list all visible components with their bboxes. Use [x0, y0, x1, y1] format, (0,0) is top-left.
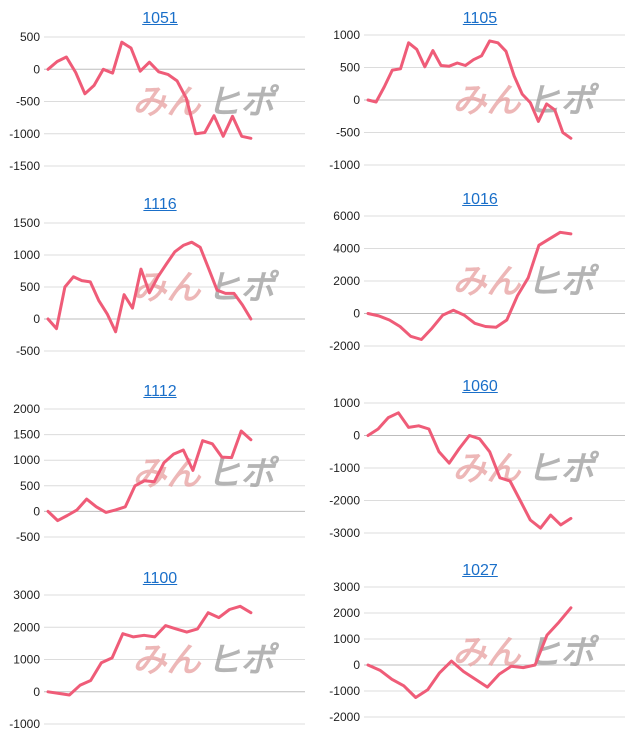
y-tick-label: 0	[353, 658, 360, 672]
y-tick-label: 1000	[333, 28, 360, 42]
watermark-part1: みん	[453, 262, 522, 302]
watermark-part2: ヒポ	[207, 641, 280, 681]
y-tick-label: -500	[336, 126, 360, 140]
chart-panel-6: 1060 1000 0 -1000 -2000 -3000 みん ヒポ	[320, 375, 640, 557]
y-tick-label: 3000	[333, 580, 360, 594]
y-tick-label: 0	[33, 685, 40, 699]
chart-title-link[interactable]: 1116	[143, 196, 177, 213]
y-tick-label: -500	[16, 530, 40, 544]
series-line	[366, 411, 573, 530]
y-tick-label: 0	[33, 504, 40, 518]
y-tick-label: 0	[353, 307, 360, 321]
watermark-part1: みん	[453, 81, 522, 121]
watermark-part2: ヒポ	[207, 268, 280, 308]
y-tick-label: 2000	[333, 606, 360, 620]
y-tick-label: 0	[33, 62, 40, 76]
chart-title-link[interactable]: 1027	[462, 562, 498, 579]
watermark-part2: ヒポ	[527, 633, 600, 673]
y-tick-label: -1000	[329, 461, 360, 475]
y-tick-label: 3000	[13, 588, 40, 602]
y-tick-label: -2000	[329, 710, 360, 724]
y-tick-label: -1000	[9, 127, 40, 141]
y-tick-label: -2000	[329, 339, 360, 353]
series-line	[366, 606, 573, 699]
y-tick-label: 500	[20, 479, 40, 493]
chart-panel-1: 1051 500 0 -500 -1000 -1500 みん ヒポ	[0, 0, 320, 182]
chart-panel-4: 1016 6000 4000 2000 0 -2000 みん ヒポ	[320, 188, 640, 370]
y-tick-label: 0	[33, 312, 40, 326]
chart-title-link[interactable]: 1060	[462, 378, 498, 395]
series-line	[46, 429, 253, 523]
y-tick-label: 1000	[333, 632, 360, 646]
y-tick-label: 2000	[13, 402, 40, 416]
series-line	[46, 40, 253, 140]
y-tick-label: 1000	[13, 248, 40, 262]
watermark-part2: ヒポ	[527, 449, 600, 489]
chart-title-link[interactable]: 1112	[143, 383, 177, 400]
watermark-part2: ヒポ	[527, 262, 600, 302]
chart-svg: 3000 2000 1000 0 -1000 みん ヒポ	[9, 588, 305, 731]
y-tick-label: 1000	[13, 653, 40, 667]
series-line	[46, 240, 253, 334]
y-tick-label: 2000	[333, 274, 360, 288]
y-tick-label: -500	[16, 344, 40, 358]
series-line	[366, 39, 573, 140]
chart-panel-2: 1105 1000 500 0 -500 -1000 みん ヒポ	[320, 0, 640, 182]
watermark-part1: みん	[133, 641, 202, 681]
chart-panel-7: 1100 3000 2000 1000 0 -1000 みん ヒポ	[0, 562, 320, 744]
y-tick-label: -2000	[329, 494, 360, 508]
chart-svg: 1000 500 0 -500 -1000 みん ヒポ	[329, 28, 625, 172]
y-tick-label: 2000	[13, 620, 40, 634]
chart-title-link[interactable]: 1100	[142, 570, 178, 587]
chart-panel-8: 1027 3000 2000 1000 0 -1000 -2000 みん ヒポ	[320, 562, 640, 744]
y-tick-label: 1500	[13, 428, 40, 442]
y-tick-label: 1500	[13, 216, 40, 230]
chart-title-link[interactable]: 1051	[142, 10, 178, 27]
y-tick-label: -1000	[329, 684, 360, 698]
chart-title-link[interactable]: 1105	[462, 10, 498, 27]
y-tick-label: 6000	[333, 209, 360, 223]
series-line	[366, 230, 573, 341]
y-tick-label: -1000	[9, 717, 40, 731]
series-line	[46, 604, 253, 697]
y-tick-label: -500	[16, 95, 40, 109]
y-tick-label: -1500	[9, 159, 40, 173]
y-tick-label: 0	[353, 429, 360, 443]
y-tick-label: 1000	[333, 396, 360, 410]
y-tick-label: -1000	[329, 158, 360, 172]
chart-panel-3: 1116 1500 1000 500 0 -500 みん ヒポ	[0, 188, 320, 370]
watermark-part2: ヒポ	[207, 83, 280, 123]
y-tick-label: 0	[353, 93, 360, 107]
y-tick-label: -3000	[329, 526, 360, 540]
y-tick-label: 500	[20, 30, 40, 44]
watermark-part2: ヒポ	[207, 454, 280, 494]
chart-title-link[interactable]: 1016	[462, 191, 498, 208]
y-tick-label: 1000	[13, 453, 40, 467]
watermark-part2: ヒポ	[527, 81, 600, 121]
chart-panel-5: 1112 2000 1500 1000 500 0 -500 みん ヒポ	[0, 375, 320, 557]
chart-svg: 6000 4000 2000 0 -2000 みん ヒポ	[329, 209, 625, 353]
y-tick-label: 500	[340, 61, 360, 75]
y-tick-label: 4000	[333, 242, 360, 256]
y-tick-label: 500	[20, 280, 40, 294]
